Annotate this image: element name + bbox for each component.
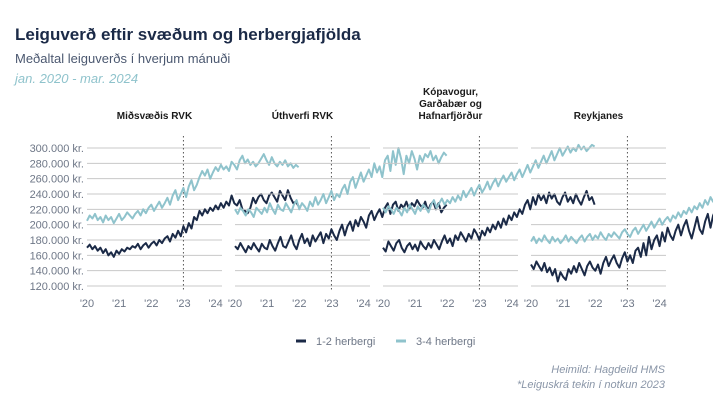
x-tick-label: '20 <box>524 298 538 310</box>
x-tick-label: '21 <box>260 298 274 310</box>
series-line-1-2-herbergi <box>530 212 713 283</box>
x-tick-label: '23 <box>176 298 190 310</box>
x-tick-label: '24 <box>504 298 518 310</box>
panel-title: Úthverfi RVK <box>272 109 334 122</box>
y-tick-label: 300.000 kr. <box>30 143 84 155</box>
footnote: *Leiguskrá tekin í notkun 2023 <box>517 379 665 391</box>
y-tick-label: 140.000 kr. <box>30 266 84 278</box>
y-tick-label: 120.000 kr. <box>30 281 84 293</box>
series-line-3-4-herbergi <box>86 153 300 225</box>
chart-title: Leiguverð eftir svæðum og herbergjafjöld… <box>15 25 361 44</box>
x-tick-label: '24 <box>652 298 666 310</box>
y-tick-label: 200.000 kr. <box>30 220 84 232</box>
panel-title: Kópavogur, <box>423 87 478 98</box>
y-tick-label: 160.000 kr. <box>30 250 84 262</box>
x-tick-label: '21 <box>112 298 126 310</box>
x-tick-label: '23 <box>472 298 486 310</box>
x-tick-label: '24 <box>208 298 222 310</box>
x-tick-label: '22 <box>588 298 602 310</box>
x-tick-label: '22 <box>440 298 454 310</box>
x-tick-label: '20 <box>376 298 390 310</box>
x-tick-label: '20 <box>80 298 94 310</box>
x-tick-label: '21 <box>556 298 570 310</box>
legend-label: 3-4 herbergi <box>416 336 475 348</box>
y-tick-label: 220.000 kr. <box>30 204 84 216</box>
x-tick-label: '22 <box>144 298 158 310</box>
x-tick-label: '24 <box>356 298 370 310</box>
y-tick-label: 260.000 kr. <box>30 174 84 186</box>
chart-subtitle: Meðaltal leiguverðs í hverjum mánuði <box>15 51 231 66</box>
panel-title: Miðsvæðis RVK <box>117 110 193 122</box>
series-line-3-4-herbergi <box>530 196 713 245</box>
legend-label: 1-2 herbergi <box>316 336 375 348</box>
series-line-1-2-herbergi <box>382 189 596 254</box>
y-tick-label: 280.000 kr. <box>30 158 84 170</box>
panel-title: Garðabær og <box>419 98 482 110</box>
x-tick-label: '23 <box>620 298 634 310</box>
panel-title: Reykjanes <box>574 111 624 122</box>
x-tick-label: '21 <box>408 298 422 310</box>
x-tick-label: '20 <box>228 298 242 310</box>
panel-title: Hafnarfjörður <box>419 110 483 122</box>
x-tick-label: '23 <box>324 298 338 310</box>
x-tick-label: '22 <box>292 298 306 310</box>
chart-period: jan. 2020 - mar. 2024 <box>15 71 139 86</box>
y-tick-label: 240.000 kr. <box>30 189 84 201</box>
series-line-3-4-herbergi <box>382 143 596 217</box>
source-note: Heimild: Hagdeild HMS <box>551 364 665 376</box>
series-line-3-4-herbergi <box>234 147 448 218</box>
series-line-1-2-herbergi <box>234 199 448 254</box>
y-tick-label: 180.000 kr. <box>30 235 84 247</box>
series-line-1-2-herbergi <box>86 189 300 258</box>
